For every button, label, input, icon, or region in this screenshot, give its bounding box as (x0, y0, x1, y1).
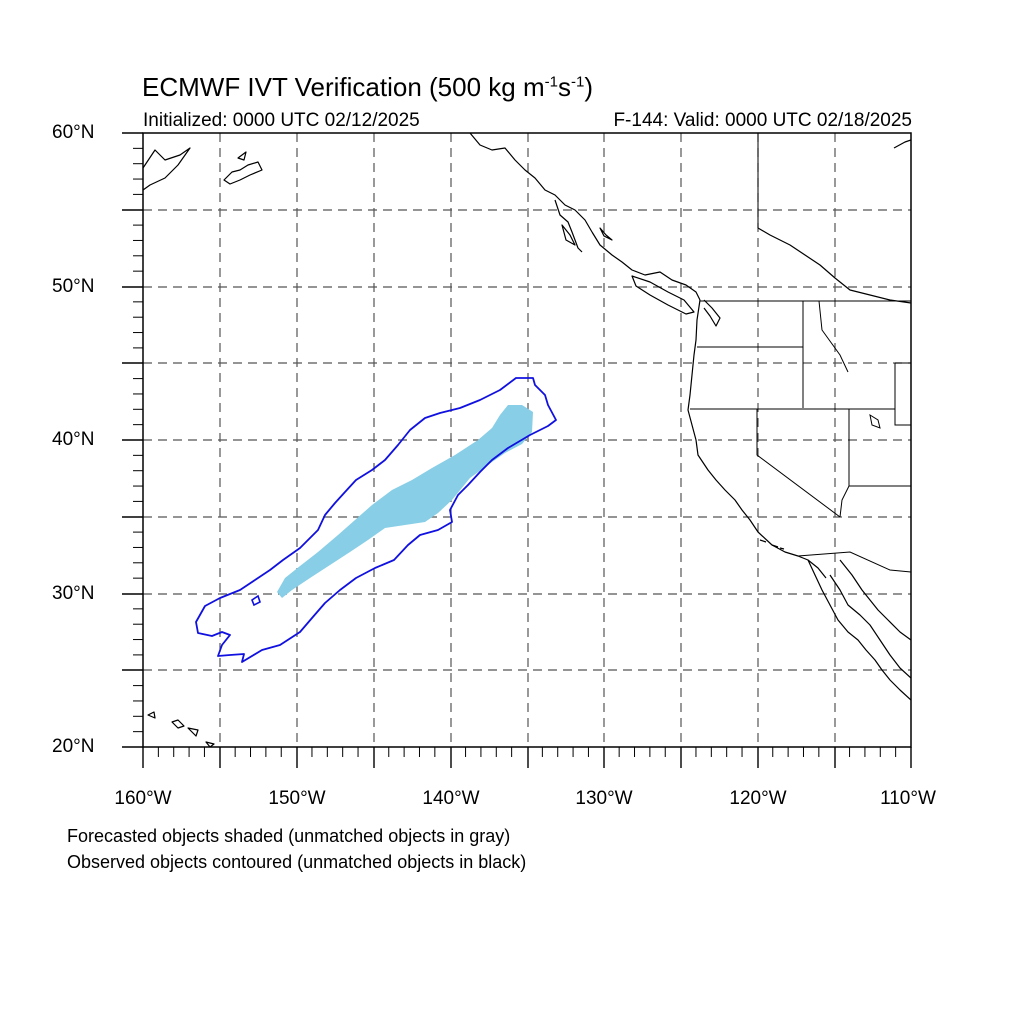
valid-time: F-144: Valid: 0000 UTC 02/18/2025 (613, 110, 912, 131)
lon-label-150w: 150°W (268, 788, 326, 809)
lat-label-40n: 40°N (52, 429, 95, 450)
lat-label-30n: 30°N (52, 583, 95, 604)
lon-label-120w: 120°W (729, 788, 787, 809)
lon-label-130w: 130°W (575, 788, 633, 809)
lon-label-160w: 160°W (114, 788, 172, 809)
legend-forecast-note: Forecasted objects shaded (unmatched obj… (67, 826, 511, 846)
major-ticks (122, 132, 912, 768)
legend-observed-note: Observed objects contoured (unmatched ob… (67, 852, 527, 872)
grid-lines (143, 133, 911, 747)
lat-label-50n: 50°N (52, 276, 95, 297)
observed-ivt-contour (195, 377, 557, 663)
political-boundaries (690, 133, 911, 573)
init-time: Initialized: 0000 UTC 02/12/2025 (143, 110, 420, 131)
forecast-ivt-object (277, 405, 533, 598)
chart-title: ECMWF IVT Verification (500 kg m-1s-1) (142, 72, 593, 102)
lat-label-60n: 60°N (52, 122, 95, 143)
observed-ivt-contour-small (251, 594, 261, 607)
lon-label-110w: 110°W (880, 788, 936, 809)
lat-label-20n: 20°N (52, 736, 95, 757)
lon-label-140w: 140°W (422, 788, 480, 809)
minor-ticks (133, 147, 897, 757)
coastlines (143, 133, 911, 747)
